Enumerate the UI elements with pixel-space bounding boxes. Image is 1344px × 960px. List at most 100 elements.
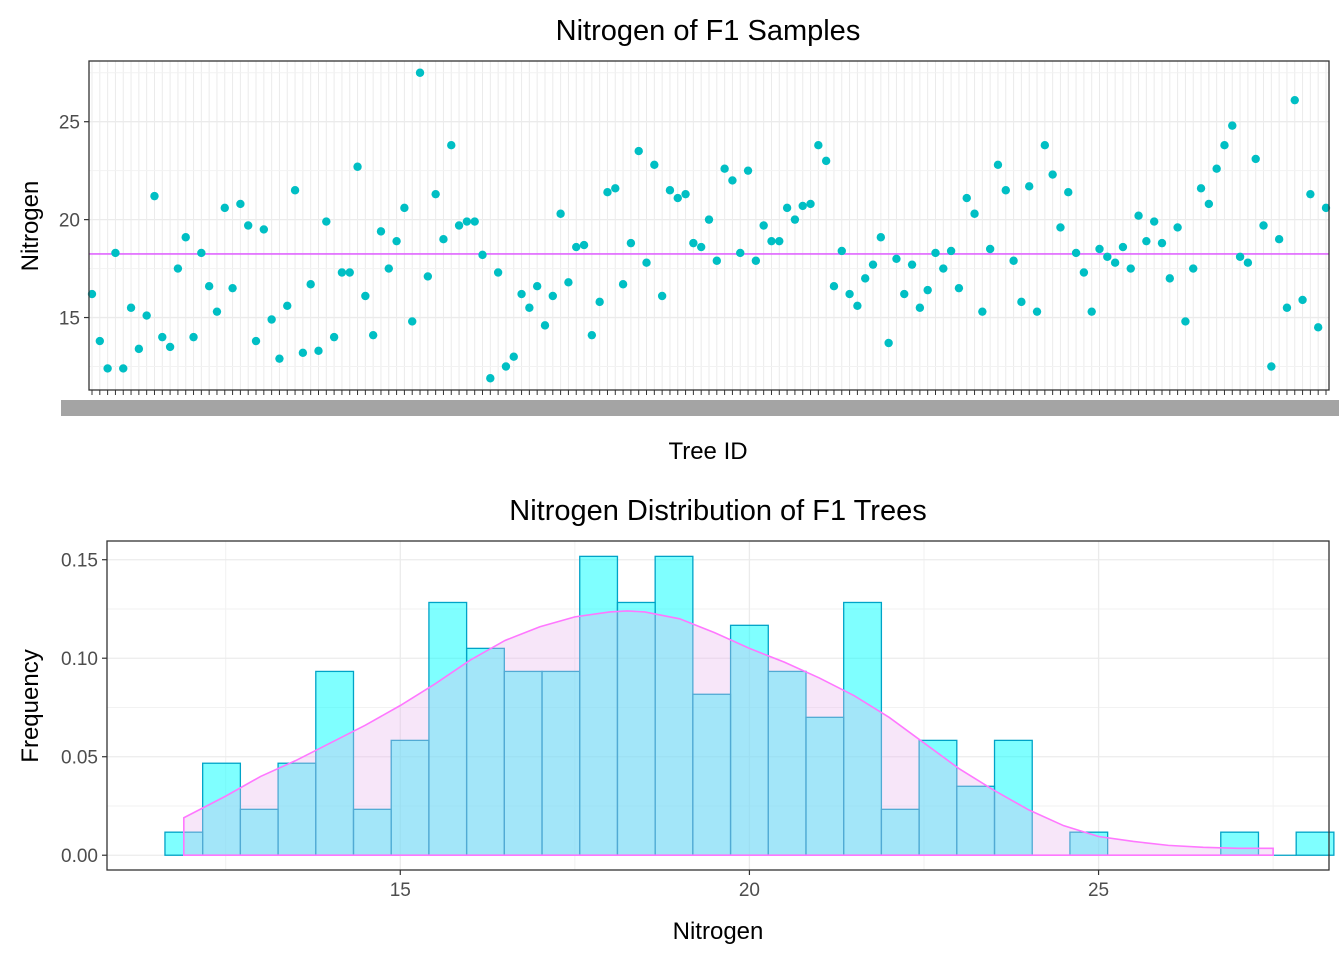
data-point xyxy=(165,342,175,352)
data-point xyxy=(447,141,456,150)
data-point xyxy=(1251,154,1260,164)
data-point xyxy=(712,256,722,265)
y-tick-label: 0.10 xyxy=(61,649,98,670)
data-point xyxy=(1079,268,1089,277)
data-point xyxy=(345,268,354,277)
data-point xyxy=(1267,362,1276,371)
data-point xyxy=(283,301,292,310)
data-point xyxy=(478,250,487,260)
data-point xyxy=(204,282,214,291)
data-point xyxy=(1220,141,1229,150)
data-point xyxy=(876,233,886,242)
data-point xyxy=(1306,189,1315,199)
data-point xyxy=(462,217,472,226)
data-point xyxy=(1259,221,1268,230)
data-point xyxy=(532,282,542,291)
data-point xyxy=(767,236,776,246)
bottom-plot-border xyxy=(106,540,1330,871)
data-point xyxy=(1196,184,1206,193)
data-point xyxy=(322,217,331,226)
y-tick-label: 15 xyxy=(59,309,80,330)
data-point xyxy=(985,244,995,254)
x-tick-label: 25 xyxy=(1088,880,1109,901)
data-point xyxy=(501,362,511,371)
data-point xyxy=(87,289,97,299)
data-point xyxy=(103,364,112,373)
bottom-y-axis: 0.00 0.05 0.10 0.15 xyxy=(61,551,107,867)
y-tick-label: 20 xyxy=(59,211,80,232)
data-point xyxy=(1149,217,1159,226)
data-point xyxy=(1189,264,1198,273)
data-point xyxy=(1017,297,1026,307)
data-point xyxy=(751,256,761,265)
data-point xyxy=(720,164,729,173)
data-point xyxy=(939,264,948,273)
data-point xyxy=(595,297,604,307)
top-grid xyxy=(91,61,1327,390)
top-y-axis-title: Nitrogen xyxy=(17,181,44,272)
data-point xyxy=(759,221,768,230)
data-point xyxy=(509,352,518,361)
bottom-x-axis-title: Nitrogen xyxy=(673,918,764,945)
data-point xyxy=(392,236,401,246)
data-point xyxy=(728,176,737,185)
data-point xyxy=(1157,238,1167,248)
data-point xyxy=(775,236,784,246)
y-tick-label: 0.00 xyxy=(61,846,98,867)
x-tick-labels-overlap xyxy=(61,400,1339,416)
data-point xyxy=(197,248,206,258)
histogram-bar xyxy=(805,716,845,856)
data-point xyxy=(408,317,417,326)
histogram-bar xyxy=(202,762,242,856)
data-point xyxy=(119,364,128,373)
data-point xyxy=(150,191,159,201)
data-point xyxy=(275,354,284,363)
histogram-bar xyxy=(1295,831,1335,856)
data-point xyxy=(1009,256,1018,265)
data-point xyxy=(1025,182,1034,191)
data-point xyxy=(782,203,792,213)
data-point xyxy=(1032,307,1042,316)
y-tick-label: 0.05 xyxy=(61,748,98,769)
data-point xyxy=(681,189,690,199)
data-point xyxy=(298,348,308,357)
data-point xyxy=(1040,141,1050,150)
data-point xyxy=(611,184,620,193)
data-point xyxy=(907,260,917,269)
data-point xyxy=(1118,242,1128,252)
data-point xyxy=(1001,186,1010,195)
data-point xyxy=(665,186,675,195)
data-point xyxy=(353,162,362,171)
data-point xyxy=(400,203,409,213)
histogram-bar xyxy=(616,601,656,856)
data-point xyxy=(134,344,144,354)
density-curve xyxy=(183,610,1274,857)
data-point xyxy=(736,248,745,258)
data-point xyxy=(618,280,628,289)
top-chart-title: Nitrogen of F1 Samples xyxy=(556,15,861,47)
data-point xyxy=(1056,223,1065,232)
data-point xyxy=(314,346,323,356)
data-point xyxy=(111,248,120,258)
data-point xyxy=(431,189,440,199)
data-point xyxy=(861,274,870,283)
data-point xyxy=(1095,244,1104,254)
data-point xyxy=(189,332,198,342)
data-point xyxy=(384,264,393,273)
data-point xyxy=(626,238,636,248)
histogram-bar xyxy=(767,670,807,856)
data-point xyxy=(376,227,386,236)
data-point xyxy=(126,303,136,312)
data-point xyxy=(579,240,589,250)
data-point xyxy=(540,321,550,330)
data-point xyxy=(821,156,831,166)
top-grid-major xyxy=(89,72,1329,367)
data-point xyxy=(634,146,643,156)
data-point xyxy=(1274,235,1284,244)
data-point xyxy=(1282,303,1292,312)
data-point xyxy=(1165,274,1174,283)
data-point xyxy=(915,303,925,312)
data-point xyxy=(1048,170,1057,179)
data-point xyxy=(556,209,565,218)
data-point xyxy=(1173,223,1182,232)
